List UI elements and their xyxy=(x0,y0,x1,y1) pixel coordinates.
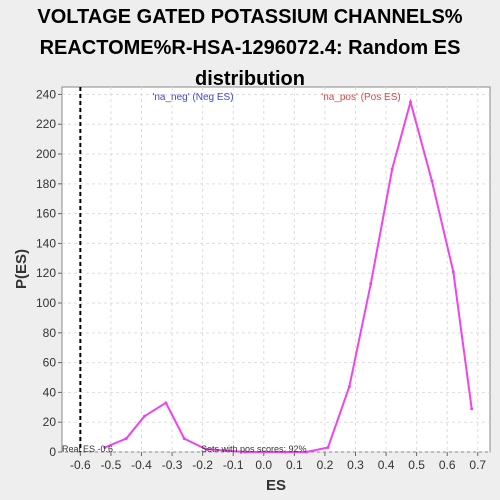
grid-lines xyxy=(62,87,490,453)
chart-title-line-3: distribution xyxy=(195,68,305,90)
data-point xyxy=(243,450,247,454)
pos-scores-annotation: Sets with pos scores: 92% xyxy=(201,444,307,454)
data-point xyxy=(390,167,394,171)
y-tick-label: 180 xyxy=(36,177,56,191)
x-tick-label: 0.6 xyxy=(439,458,456,472)
data-point xyxy=(283,450,287,454)
data-point xyxy=(164,401,168,405)
x-tick-label: 0.5 xyxy=(408,458,425,472)
y-tick-label: 20 xyxy=(43,415,57,429)
real-es-annotation: Real ES -0.6 xyxy=(62,444,113,454)
y-tick-label: 80 xyxy=(43,326,57,340)
y-tick-label: 220 xyxy=(36,117,56,131)
data-point xyxy=(347,384,351,388)
y-tick-label: 120 xyxy=(36,266,56,280)
chart-title-line-1: VOLTAGE GATED POTASSIUM CHANNELS% xyxy=(37,6,463,28)
x-tick-label: -0.2 xyxy=(192,458,213,472)
y-tick-label: 100 xyxy=(36,296,56,310)
data-point xyxy=(222,449,226,453)
data-point xyxy=(262,450,266,454)
legend-pos-label: 'na_pos' (Pos ES) xyxy=(321,92,400,103)
legend-neg-label: 'na_neg' (Neg ES) xyxy=(152,92,233,103)
data-point xyxy=(143,414,147,418)
data-point xyxy=(124,437,128,441)
x-tick-label: -0.4 xyxy=(131,458,152,472)
x-tick-label: 0.7 xyxy=(469,458,486,472)
plot-area xyxy=(61,86,491,453)
x-tick-label: -0.3 xyxy=(162,458,183,472)
y-tick-label: 40 xyxy=(43,385,57,399)
data-point xyxy=(103,446,107,450)
chart-title: VOLTAGE GATED POTASSIUM CHANNELS% REACTO… xyxy=(0,2,500,95)
x-tick-label: -0.6 xyxy=(70,458,91,472)
data-point xyxy=(451,270,455,274)
data-point xyxy=(182,437,186,441)
y-axis-title: P(ES) xyxy=(13,249,30,289)
x-tick-label: -0.1 xyxy=(223,458,244,472)
x-axis-title: ES xyxy=(266,477,286,494)
y-tick-label: 160 xyxy=(36,207,56,221)
y-tick-label: 0 xyxy=(49,445,56,459)
data-point xyxy=(470,407,474,411)
x-tick-label: 0.3 xyxy=(347,458,364,472)
axis-ticks: -0.6 -0.5 -0.4 -0.3 -0.2 -0.1 0.0 0.1 0.2 0.3 0.4 0… xyxy=(36,87,486,472)
data-point xyxy=(326,446,330,450)
chart-title-line-2: REACTOME%R-HSA-1296072.4: Random ES xyxy=(39,37,461,59)
y-tick-label: 240 xyxy=(36,87,56,101)
series-group xyxy=(103,98,474,454)
x-tick-label: 0.2 xyxy=(317,458,334,472)
data-point xyxy=(430,179,434,183)
x-tick-label: 0.0 xyxy=(255,458,272,472)
x-tick-label: 0.1 xyxy=(286,458,303,472)
x-tick-label: -0.5 xyxy=(101,458,122,472)
y-tick-label: 200 xyxy=(36,147,56,161)
x-tick-label: 0.4 xyxy=(378,458,395,472)
data-point xyxy=(369,282,373,286)
y-tick-label: 140 xyxy=(36,236,56,250)
y-tick-label: 60 xyxy=(43,356,57,370)
data-point xyxy=(204,447,208,451)
data-point xyxy=(305,450,309,454)
data-point xyxy=(409,100,413,104)
